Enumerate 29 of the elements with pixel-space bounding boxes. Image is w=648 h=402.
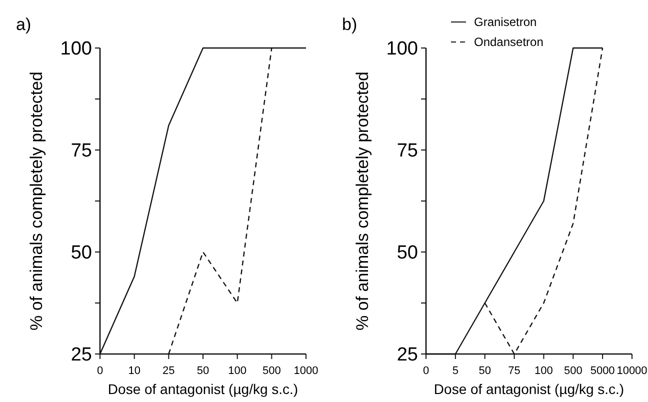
y-tick-label: 50 [396,242,418,264]
chart-title: b) [342,15,358,34]
x-tick-label: 0 [96,365,104,377]
x-tick-label: 500 [564,365,582,377]
x-tick-label: 5000 [590,365,615,377]
y-tick-label: 75 [396,140,418,162]
x-tick-label: 500 [262,365,281,377]
x-tick-label: 10 [128,365,140,377]
y-axis-title: % of animals completely protected [27,72,46,330]
x-tick-label: 5 [452,365,458,377]
x-tick-label: 50 [478,365,491,377]
y-tick-label: 100 [60,38,92,60]
x-tick-label: 10000 [616,365,648,377]
x-tick-label: 100 [228,365,247,377]
x-axis-title: Dose of antagonist (µg/kg s.c.) [108,381,298,397]
y-tick-label: 100 [386,38,418,60]
x-axis-title: Dose of antagonist (µg/kg s.c.) [434,381,624,397]
y-tick-label: 50 [70,242,92,264]
x-tick-label: 0 [422,365,430,377]
x-tick-label: 75 [508,365,520,377]
chart-title: a) [16,15,32,34]
y-axis-title: % of animals completely protected [353,72,372,330]
x-tick-label: 100 [534,365,553,377]
x-tick-label: 50 [196,365,210,377]
x-tick-label: 1000 [294,365,318,377]
x-tick-label: 25 [162,365,175,377]
y-tick-label: 75 [70,140,92,162]
legend-label: Ondansetron [474,35,544,50]
legend-label: Granisetron [474,15,537,30]
